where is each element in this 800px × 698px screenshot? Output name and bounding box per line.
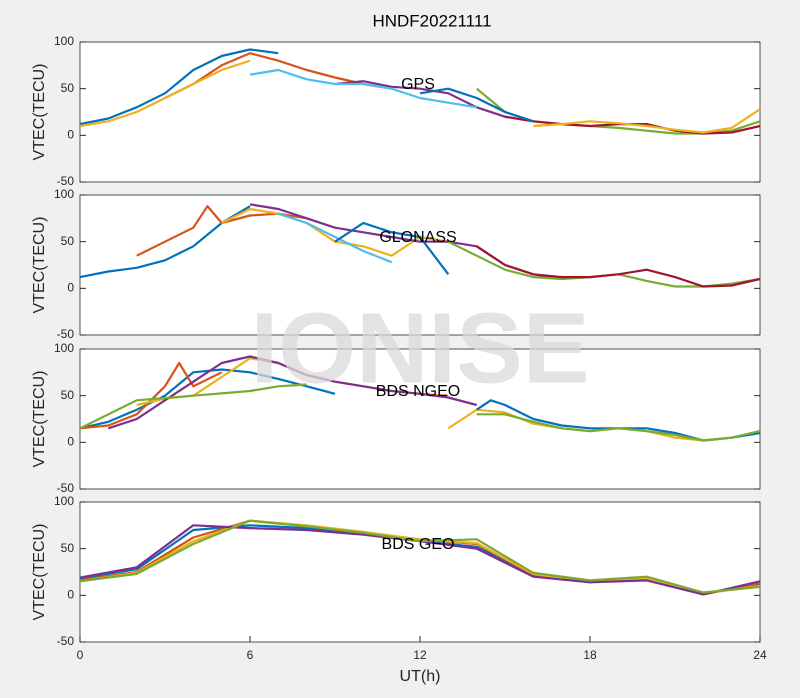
- y-tick-label: 50: [61, 234, 75, 248]
- y-tick-label: 100: [54, 341, 74, 355]
- data-line: [79, 368, 336, 430]
- data-line: [79, 519, 761, 595]
- plot-area: [79, 194, 761, 336]
- y-tick-label: 50: [61, 81, 75, 95]
- y-axis-label: VTEC(TECU): [31, 64, 48, 161]
- data-line: [277, 212, 393, 264]
- y-tick-label: 50: [61, 388, 75, 402]
- x-tick-label: 24: [753, 648, 767, 662]
- data-line: [79, 48, 279, 126]
- watermark: IONISE: [251, 292, 590, 404]
- plot-lines: [79, 203, 761, 288]
- y-tick-label: 100: [54, 34, 74, 48]
- data-line: [476, 413, 761, 442]
- y-tick-label: -50: [57, 481, 75, 495]
- panel-annotation: BDS GEO: [382, 536, 455, 553]
- data-line: [79, 519, 761, 594]
- data-line: [249, 68, 477, 109]
- data-line: [79, 361, 223, 430]
- y-tick-label: 100: [54, 494, 74, 508]
- panel-annotation: GLONASS: [379, 229, 456, 246]
- plot-lines: [79, 355, 761, 442]
- y-tick-label: 0: [67, 128, 74, 142]
- y-tick-label: 100: [54, 187, 74, 201]
- x-tick-label: 6: [247, 648, 254, 662]
- y-axis-label: VTEC(TECU): [31, 524, 48, 621]
- y-tick-label: -50: [57, 174, 75, 188]
- plot-area: [79, 501, 761, 643]
- panel-annotation: BDS NGEO: [376, 383, 460, 400]
- plot-lines: [79, 519, 761, 596]
- y-tick-label: -50: [57, 634, 75, 648]
- y-tick-label: 50: [61, 541, 75, 555]
- plot-area: [79, 41, 761, 183]
- data-line: [334, 221, 450, 275]
- x-tick-label: 18: [583, 648, 597, 662]
- y-tick-label: 0: [67, 281, 74, 295]
- x-tick-label: 12: [413, 648, 427, 662]
- x-axis-label: UT(h): [400, 668, 441, 685]
- data-line: [533, 108, 761, 134]
- x-tick-label: 0: [77, 648, 84, 662]
- y-tick-label: -50: [57, 327, 75, 341]
- y-axis-label: VTEC(TECU): [31, 217, 48, 314]
- panel-annotation: GPS: [401, 76, 435, 93]
- data-line: [419, 87, 534, 123]
- plot-lines: [79, 48, 761, 135]
- data-line: [79, 59, 251, 128]
- y-tick-label: 0: [67, 435, 74, 449]
- figure-title: HNDF20221111: [372, 11, 491, 30]
- data-line: [476, 245, 761, 288]
- y-axis-label: VTEC(TECU): [31, 371, 48, 468]
- y-tick-label: 0: [67, 588, 74, 602]
- data-line: [79, 383, 307, 430]
